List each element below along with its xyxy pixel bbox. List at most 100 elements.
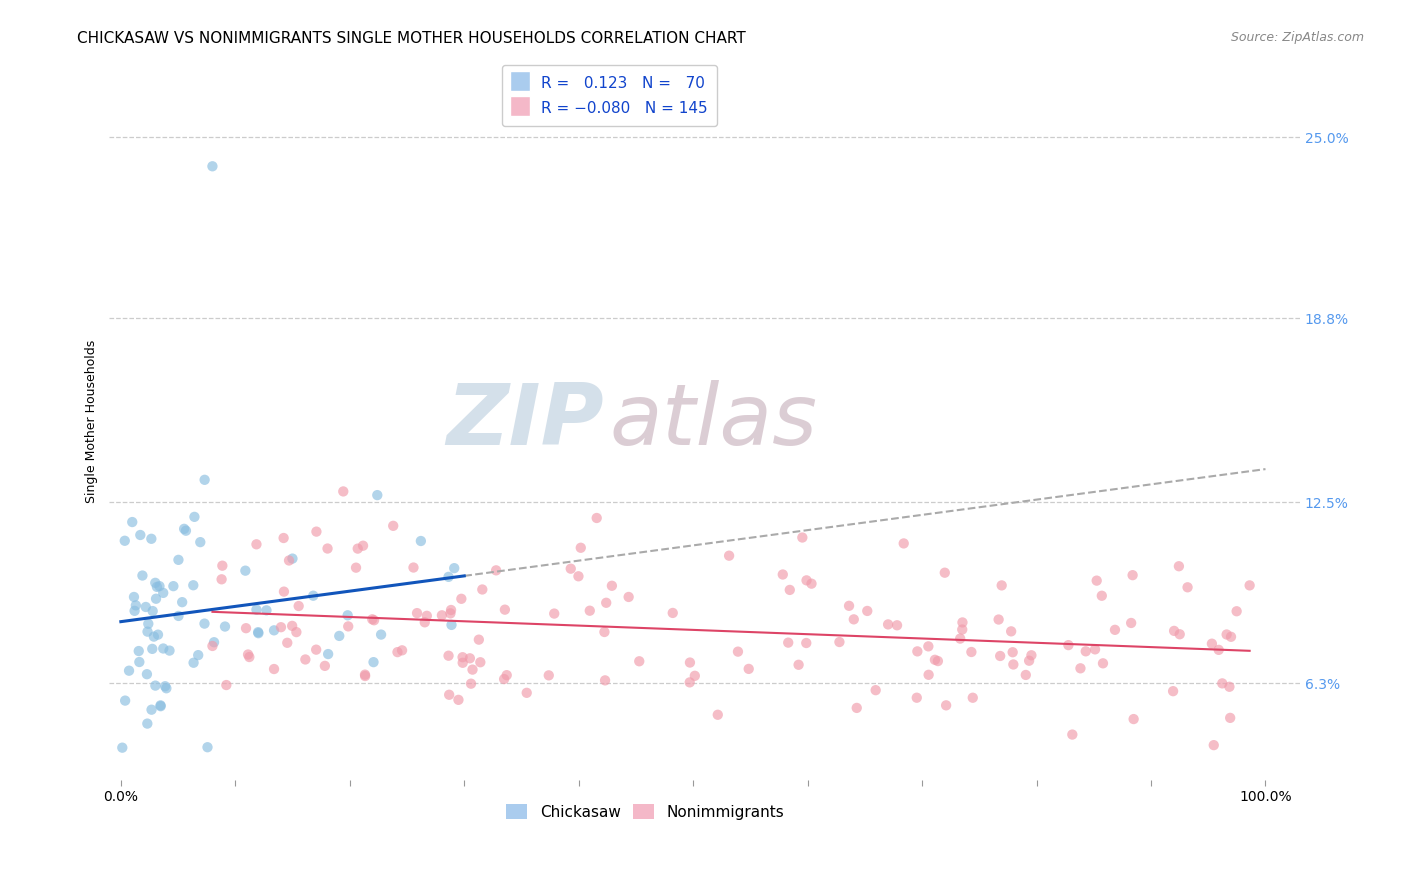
Point <box>197 740 219 755</box>
Point <box>495 668 517 682</box>
Point <box>447 693 470 707</box>
Point <box>236 648 259 662</box>
Point <box>485 563 508 577</box>
Point <box>796 574 818 588</box>
Point <box>270 620 292 634</box>
Point <box>628 654 651 668</box>
Text: CHICKASAW VS NONIMMIGRANTS SINGLE MOTHER HOUSEHOLDS CORRELATION CHART: CHICKASAW VS NONIMMIGRANTS SINGLE MOTHER… <box>77 31 747 46</box>
Point <box>211 558 233 573</box>
Point <box>214 619 236 633</box>
Point <box>845 701 868 715</box>
Point <box>1000 624 1022 639</box>
Point <box>543 607 565 621</box>
Point <box>949 632 972 646</box>
Point <box>451 650 474 665</box>
Point <box>443 561 465 575</box>
Point <box>152 586 174 600</box>
Point <box>1015 668 1038 682</box>
Point <box>149 699 172 714</box>
Point <box>987 613 1010 627</box>
Point <box>440 618 463 632</box>
Point <box>363 655 385 669</box>
Point <box>718 549 741 563</box>
Point <box>370 627 392 641</box>
Point <box>173 522 195 536</box>
Point <box>560 562 582 576</box>
Point <box>877 617 900 632</box>
Point <box>201 159 224 173</box>
Point <box>1002 657 1025 672</box>
Point <box>569 541 592 555</box>
Point <box>402 560 425 574</box>
Point <box>1001 645 1024 659</box>
Point <box>935 698 957 713</box>
Point <box>245 602 267 616</box>
Point <box>1226 604 1249 618</box>
Point <box>440 603 463 617</box>
Point <box>962 690 984 705</box>
Point <box>1057 638 1080 652</box>
Point <box>567 569 589 583</box>
Point <box>363 613 385 627</box>
Point <box>136 616 159 631</box>
Point <box>167 609 190 624</box>
Point <box>600 579 623 593</box>
Point <box>281 551 304 566</box>
Point <box>316 541 339 556</box>
Point <box>159 643 181 657</box>
Point <box>316 647 339 661</box>
Point <box>537 668 560 682</box>
Point <box>143 575 166 590</box>
Point <box>273 584 295 599</box>
Point <box>856 604 879 618</box>
Point <box>458 651 481 665</box>
Point <box>125 599 148 613</box>
Point <box>346 541 368 556</box>
Point <box>121 515 143 529</box>
Point <box>437 570 460 584</box>
Point <box>387 645 409 659</box>
Point <box>366 488 388 502</box>
Point <box>172 595 194 609</box>
Point <box>437 648 460 663</box>
Point <box>1167 559 1189 574</box>
Point <box>1202 738 1225 752</box>
Point <box>146 627 169 641</box>
Text: atlas: atlas <box>609 380 817 463</box>
Point <box>952 615 974 630</box>
Point <box>361 612 384 626</box>
Point <box>779 582 801 597</box>
Point <box>988 648 1011 663</box>
Point <box>917 640 939 654</box>
Point <box>129 528 152 542</box>
Legend: Chickasaw, Nonimmigrants: Chickasaw, Nonimmigrants <box>501 797 790 826</box>
Point <box>247 626 270 640</box>
Point <box>245 537 267 551</box>
Point <box>794 636 817 650</box>
Point <box>153 679 176 693</box>
Point <box>1062 728 1084 742</box>
Point <box>336 608 359 623</box>
Point <box>174 524 197 538</box>
Point <box>354 667 377 681</box>
Point <box>305 642 328 657</box>
Point <box>772 567 794 582</box>
Point <box>471 582 494 597</box>
Point <box>886 618 908 632</box>
Point <box>593 625 616 640</box>
Point <box>950 623 973 637</box>
Point <box>1215 627 1237 641</box>
Point <box>934 566 956 580</box>
Point <box>344 560 367 574</box>
Point <box>141 703 163 717</box>
Point <box>617 590 640 604</box>
Point <box>118 664 141 678</box>
Point <box>136 667 159 681</box>
Point <box>1168 627 1191 641</box>
Point <box>114 533 136 548</box>
Point <box>122 590 145 604</box>
Point <box>1239 578 1261 592</box>
Point <box>1122 568 1144 582</box>
Point <box>332 484 354 499</box>
Point <box>960 645 983 659</box>
